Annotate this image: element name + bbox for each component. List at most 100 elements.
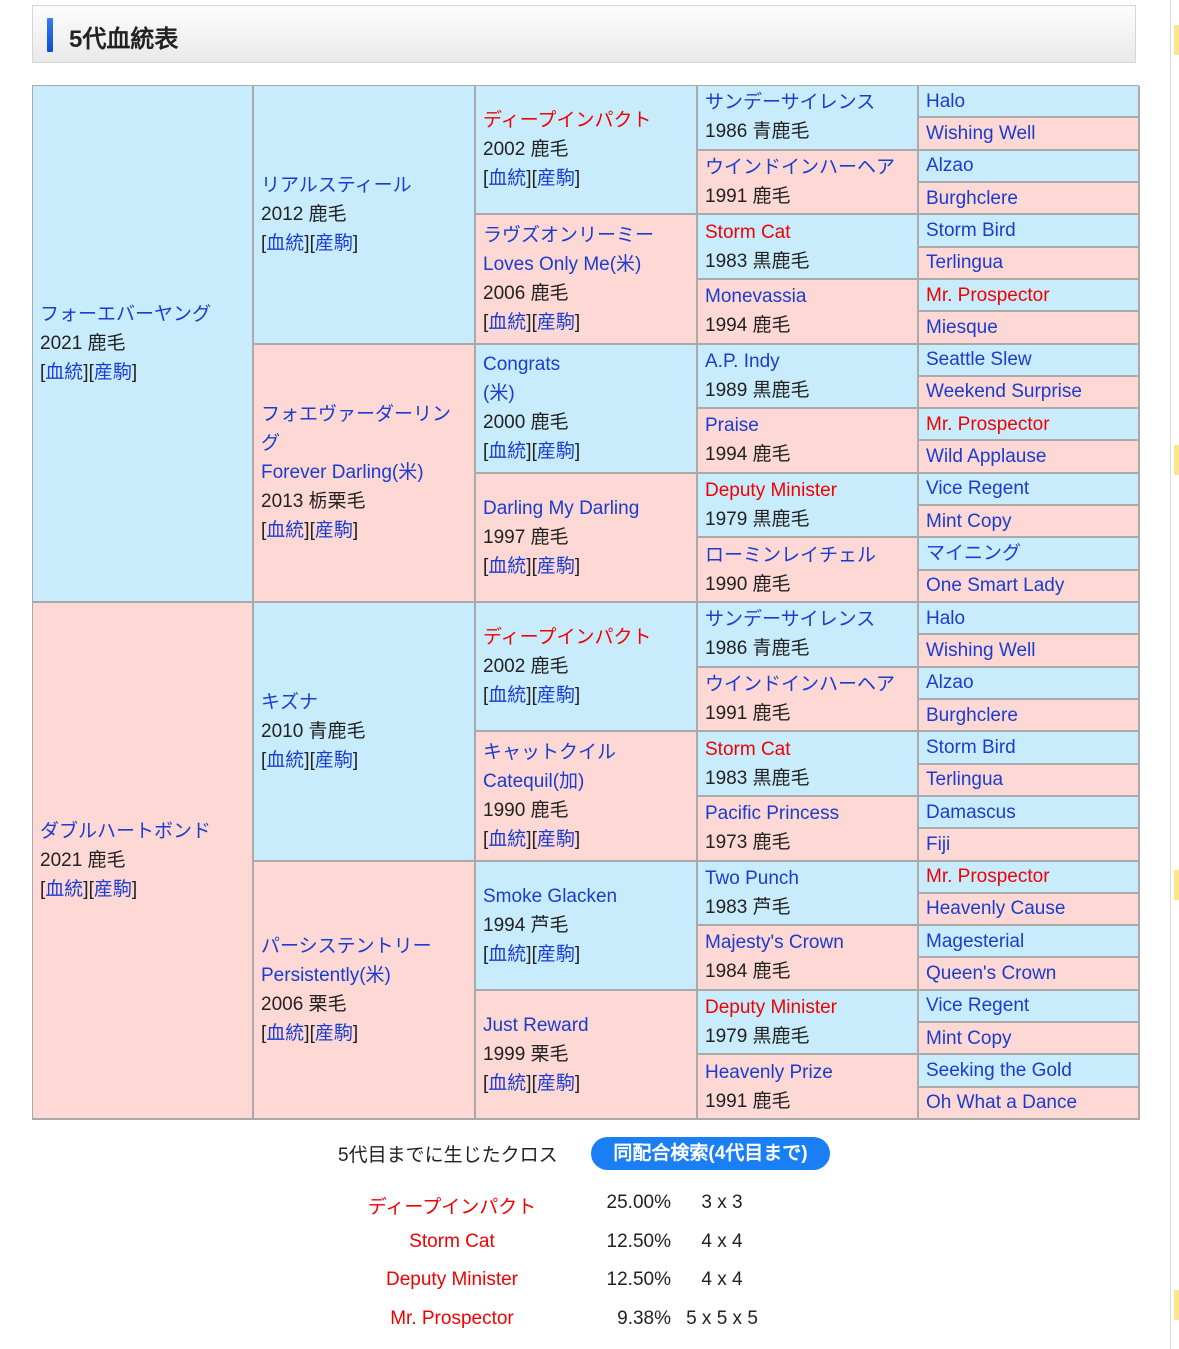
offspring-link[interactable]: 産駒 — [536, 311, 575, 333]
horse-name-link[interactable]: ラヴズオンリーミー — [483, 224, 655, 246]
offspring-link[interactable]: 産駒 — [314, 232, 353, 254]
horse-name-link[interactable]: Wild Applause — [926, 446, 1047, 468]
horse-name-link[interactable]: フォーエバーヤング — [40, 304, 212, 325]
horse-name-link[interactable]: ディープインパクト — [483, 110, 652, 132]
horse-name-link[interactable]: Monevassia — [705, 286, 807, 308]
horse-name-link[interactable]: サンデーサイレンス — [705, 92, 876, 114]
horse-name-link[interactable]: Majesty's Crown — [705, 932, 844, 954]
pedigree-link[interactable]: 血統 — [488, 943, 527, 965]
horse-name-en-link[interactable]: Catequil(加) — [483, 770, 585, 792]
horse-name-link[interactable]: Darling My Darling — [483, 497, 640, 519]
offspring-link[interactable]: 産駒 — [93, 362, 132, 383]
pedigree-link[interactable]: 血統 — [488, 1072, 527, 1094]
pedigree-link[interactable]: 血統 — [45, 362, 84, 383]
horse-name-link[interactable]: キズナ — [261, 691, 319, 713]
cross-horse-link[interactable]: Storm Cat — [409, 1230, 495, 1252]
pedigree-link[interactable]: 血統 — [488, 311, 527, 333]
horse-name-link[interactable]: One Smart Lady — [926, 575, 1065, 597]
offspring-link[interactable]: 産駒 — [536, 555, 575, 577]
horse-name-link[interactable]: Seeking the Gold — [926, 1060, 1072, 1082]
horse-name-link[interactable]: キャットクイル — [483, 741, 617, 763]
horse-name-link[interactable]: ローミンレイチェル — [705, 544, 877, 566]
horse-name-link[interactable]: Seattle Slew — [926, 349, 1032, 371]
horse-name-link[interactable]: Terlingua — [926, 769, 1004, 791]
cross-horse-link[interactable]: ディープインパクト — [367, 1197, 537, 1218]
horse-name-link[interactable]: ディープインパクト — [483, 627, 652, 649]
horse-name-link[interactable]: Pacific Princess — [705, 803, 840, 825]
horse-name-link[interactable]: Praise — [705, 415, 759, 437]
pedigree-link[interactable]: 血統 — [488, 441, 527, 463]
horse-name-link[interactable]: Wishing Well — [926, 639, 1036, 661]
horse-name-link[interactable]: Storm Cat — [705, 221, 791, 243]
horse-name-link[interactable]: Deputy Minister — [705, 480, 837, 502]
offspring-link[interactable]: 産駒 — [536, 1072, 575, 1094]
horse-name-link[interactable]: Burghclere — [926, 187, 1018, 209]
offspring-link[interactable]: 産駒 — [536, 685, 575, 707]
horse-name-link[interactable]: Alzao — [926, 155, 974, 177]
offspring-link[interactable]: 産駒 — [536, 441, 575, 463]
horse-name-link[interactable]: A.P. Indy — [705, 350, 780, 372]
horse-name-link[interactable]: Heavenly Cause — [926, 898, 1066, 920]
pedigree-link[interactable]: 血統 — [488, 828, 527, 850]
horse-name-link[interactable]: Storm Cat — [705, 738, 791, 760]
horse-name-link[interactable]: Weekend Surprise — [926, 381, 1082, 403]
horse-name-en-link[interactable]: Forever Darling(米) — [261, 462, 424, 484]
horse-name-link[interactable]: Halo — [926, 607, 966, 629]
horse-name-link[interactable]: Vice Regent — [926, 995, 1030, 1017]
same-mating-search-button[interactable]: 同配合検索(4代目まで) — [591, 1137, 830, 1170]
horse-name-en-link[interactable]: Persistently(米) — [261, 964, 391, 986]
horse-name-link[interactable]: Queen's Crown — [926, 963, 1057, 985]
horse-name-link[interactable]: Two Punch — [705, 867, 799, 889]
offspring-link[interactable]: 産駒 — [314, 1022, 353, 1044]
horse-name-link[interactable]: Storm Bird — [926, 736, 1016, 758]
horse-name-link[interactable]: Storm Bird — [926, 219, 1016, 241]
pedigree-link[interactable]: 血統 — [45, 879, 84, 900]
horse-name-link[interactable]: リアルスティール — [261, 174, 412, 196]
horse-name-link[interactable]: Just Reward — [483, 1014, 589, 1036]
horse-name-en-link[interactable]: Loves Only Me(米) — [483, 253, 642, 275]
horse-name-link[interactable]: Deputy Minister — [705, 997, 837, 1019]
offspring-link[interactable]: 産駒 — [536, 943, 575, 965]
horse-name-link[interactable]: Oh What a Dance — [926, 1092, 1078, 1114]
horse-name-link[interactable]: Burghclere — [926, 704, 1018, 726]
horse-name-link[interactable]: ウインドインハーヘア — [705, 673, 896, 695]
horse-name-link[interactable]: Mint Copy — [926, 1027, 1012, 1049]
horse-name-link[interactable]: マイニング — [926, 543, 1022, 565]
horse-name-link[interactable]: Mr. Prospector — [926, 413, 1050, 435]
horse-name-link[interactable]: Mr. Prospector — [926, 866, 1050, 888]
horse-name-link[interactable]: Fiji — [926, 833, 951, 855]
horse-name-link[interactable]: Magesterial — [926, 930, 1025, 952]
pedigree-link[interactable]: 血統 — [266, 520, 305, 542]
horse-name-link[interactable]: Vice Regent — [926, 478, 1030, 500]
cross-horse-link[interactable]: Mr. Prospector — [390, 1308, 514, 1330]
horse-name-link[interactable]: Mint Copy — [926, 510, 1012, 532]
offspring-link[interactable]: 産駒 — [314, 520, 353, 542]
horse-name-link[interactable]: パーシステントリー — [261, 935, 432, 957]
horse-name-link[interactable]: Alzao — [926, 672, 974, 694]
horse-name-link[interactable]: Terlingua — [926, 252, 1004, 274]
offspring-link[interactable]: 産駒 — [93, 879, 132, 900]
horse-name-link[interactable]: Halo — [926, 90, 966, 112]
pedigree-link[interactable]: 血統 — [266, 232, 305, 254]
horse-name-link[interactable]: サンデーサイレンス — [705, 609, 876, 631]
pedigree-link[interactable]: 血統 — [488, 685, 527, 707]
offspring-link[interactable]: 産駒 — [536, 828, 575, 850]
pedigree-link[interactable]: 血統 — [488, 555, 527, 577]
horse-name-link[interactable]: Smoke Glacken — [483, 885, 618, 907]
horse-name-link[interactable]: Heavenly Prize — [705, 1061, 833, 1083]
pedigree-link[interactable]: 血統 — [488, 168, 527, 190]
horse-name-en-link[interactable]: (米) — [483, 383, 515, 405]
horse-name-link[interactable]: ダブルハートボンド — [40, 821, 212, 842]
pedigree-link[interactable]: 血統 — [266, 1022, 305, 1044]
offspring-link[interactable]: 産駒 — [536, 168, 575, 190]
horse-name-link[interactable]: Mr. Prospector — [926, 284, 1050, 306]
horse-name-link[interactable]: Congrats — [483, 354, 561, 376]
horse-name-link[interactable]: ウインドインハーヘア — [705, 156, 896, 178]
cross-horse-link[interactable]: Deputy Minister — [386, 1269, 518, 1291]
horse-name-link[interactable]: Miesque — [926, 316, 998, 338]
horse-name-link[interactable]: Damascus — [926, 801, 1016, 823]
offspring-link[interactable]: 産駒 — [314, 749, 353, 771]
horse-name-link[interactable]: フォエヴァーダーリング — [261, 404, 452, 455]
horse-name-link[interactable]: Wishing Well — [926, 122, 1036, 144]
pedigree-link[interactable]: 血統 — [266, 749, 305, 771]
